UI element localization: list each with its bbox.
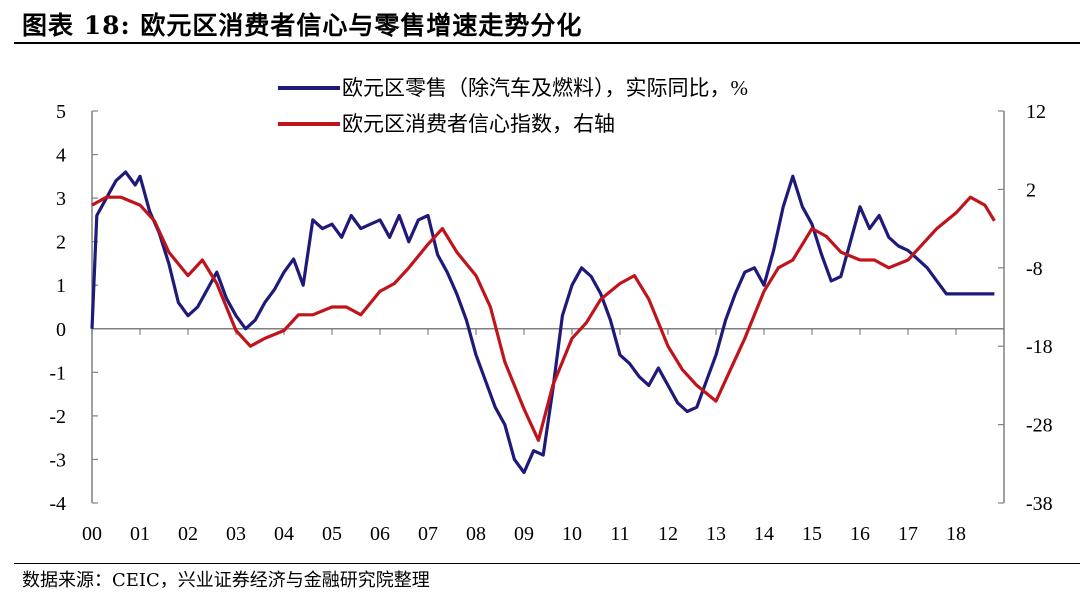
confidence-series-line bbox=[91, 195, 996, 442]
x-tick-label: 10 bbox=[562, 523, 582, 545]
x-tick-label: 14 bbox=[754, 523, 774, 545]
left-tick-label: 0 bbox=[56, 319, 66, 341]
x-tick-label: 09 bbox=[514, 523, 534, 545]
source-note: 数据来源：CEIC，兴业证券经济与金融研究院整理 bbox=[22, 570, 430, 591]
x-tick-label: 04 bbox=[274, 523, 294, 545]
source-rule bbox=[14, 563, 1080, 564]
left-tick-label: -1 bbox=[49, 362, 66, 384]
x-tick-label: 17 bbox=[898, 523, 918, 545]
x-tick-label: 07 bbox=[418, 523, 438, 545]
right-tick-label: -28 bbox=[1026, 415, 1053, 437]
legend-label: 欧元区零售（除汽车及燃料），实际同比，% bbox=[342, 76, 748, 100]
x-tick-label: 03 bbox=[226, 523, 246, 545]
right-tick-label: -38 bbox=[1026, 493, 1053, 515]
left-tick-label: -3 bbox=[49, 449, 66, 471]
right-tick-label: -18 bbox=[1026, 336, 1053, 358]
left-tick-label: 5 bbox=[56, 101, 66, 123]
x-tick-label: 00 bbox=[82, 523, 102, 545]
x-tick-label: 16 bbox=[850, 523, 870, 545]
x-tick-label: 12 bbox=[658, 523, 678, 545]
figure-title: 图表 18: 欧元区消费者信心与零售增速走势分化 bbox=[22, 11, 583, 40]
figure-header: 图表 18: 欧元区消费者信心与零售增速走势分化 bbox=[0, 0, 1080, 44]
retail-series-line bbox=[90, 170, 995, 475]
right-tick-label: 12 bbox=[1026, 101, 1046, 123]
right-tick-label: 2 bbox=[1026, 179, 1036, 201]
x-tick-label: 05 bbox=[322, 523, 342, 545]
x-tick-label: 01 bbox=[130, 523, 150, 545]
left-tick-label: 4 bbox=[56, 145, 66, 167]
left-tick-label: 3 bbox=[56, 188, 66, 210]
x-tick-label: 18 bbox=[946, 523, 966, 545]
x-tick-label: 02 bbox=[178, 523, 198, 545]
left-tick-label: 2 bbox=[56, 232, 66, 254]
x-tick-label: 15 bbox=[802, 523, 822, 545]
left-tick-label: -4 bbox=[49, 493, 66, 515]
legend-label: 欧元区消费者信心指数，右轴 bbox=[342, 112, 615, 136]
x-tick-label: 06 bbox=[370, 523, 390, 545]
x-tick-label: 08 bbox=[466, 523, 486, 545]
left-tick-label: 1 bbox=[56, 275, 66, 297]
right-tick-label: -8 bbox=[1026, 258, 1043, 280]
x-tick-label: 11 bbox=[610, 523, 629, 545]
title-rule bbox=[14, 42, 1080, 44]
left-tick-label: -2 bbox=[49, 406, 66, 428]
x-tick-label: 13 bbox=[706, 523, 726, 545]
